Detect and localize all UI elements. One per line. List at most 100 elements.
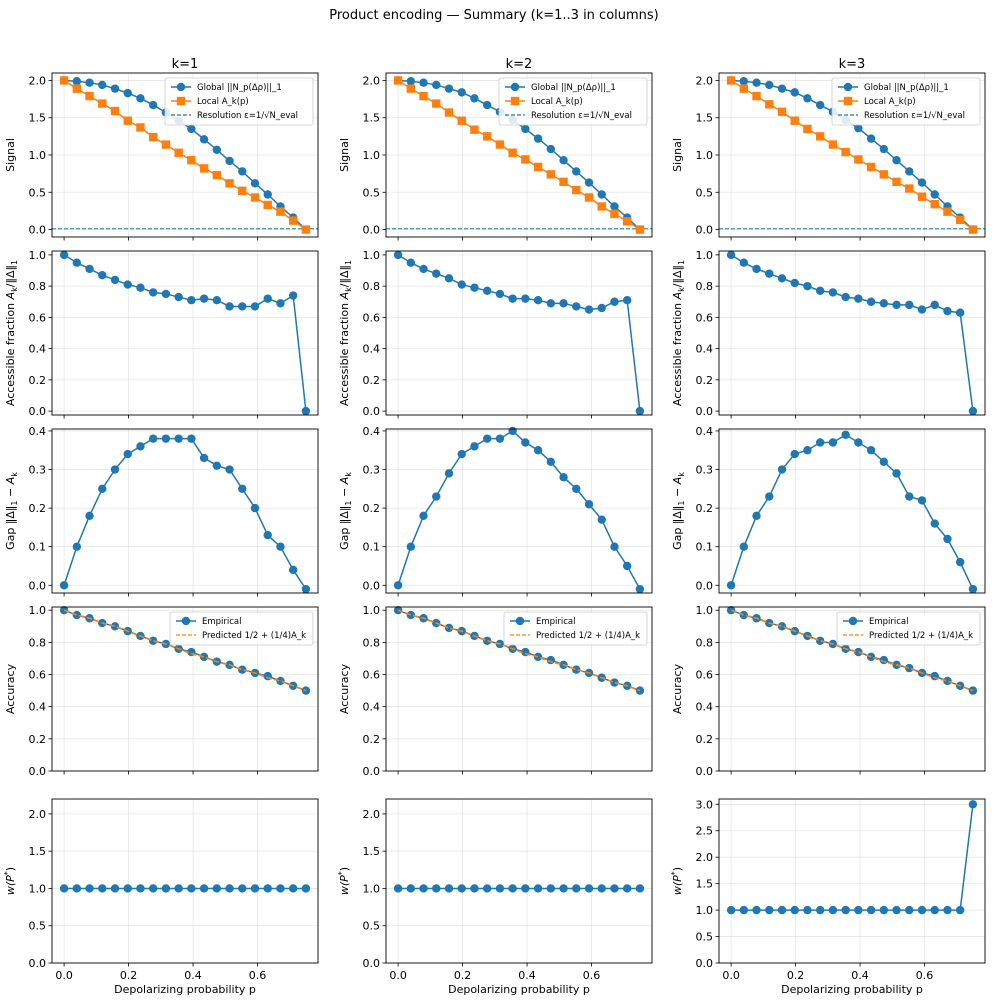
data-point	[917, 496, 927, 505]
data-point	[393, 250, 403, 260]
data-point	[943, 207, 952, 216]
legend: Global ||N_p(Δρ)||_1 Local A_k(p) Resoluti…	[498, 77, 648, 126]
data-point	[470, 442, 479, 451]
y-tick-label: 0.2	[696, 374, 714, 387]
data-point	[212, 145, 222, 154]
data-point	[597, 303, 606, 313]
data-point	[533, 884, 543, 893]
x-tick-label: 0.0	[389, 969, 407, 982]
y-tick-label: 0.4	[29, 701, 47, 714]
data-point	[790, 88, 799, 97]
data-point	[148, 288, 158, 297]
data-point	[815, 100, 825, 110]
data-point	[72, 610, 82, 620]
data-point	[199, 884, 209, 893]
y-tick-label: 1.0	[363, 149, 381, 162]
data-point	[148, 100, 158, 110]
y-tick-label: 2.0	[696, 74, 714, 87]
data-point	[174, 148, 183, 157]
y-axis-label-part: k	[677, 472, 686, 477]
y-axis-label: Signal	[671, 138, 684, 172]
data-point	[955, 905, 965, 915]
data-point	[533, 296, 543, 305]
data-point	[803, 281, 812, 291]
data-point	[174, 884, 183, 893]
data-point	[765, 492, 774, 501]
panel-accuracy-k2: 0.0 0.2 0.4 0.6 0.8 1.0 Accuracy Empirical Predi…	[338, 604, 653, 778]
data-point	[174, 292, 183, 302]
legend-box	[498, 77, 648, 126]
data-point	[161, 884, 171, 893]
y-tick-label: 1.5	[29, 112, 47, 125]
y-tick-label: 1.0	[696, 149, 714, 162]
data-point	[879, 457, 889, 466]
data-point	[943, 676, 952, 686]
column-title-k2: k=2	[506, 57, 533, 72]
data-point	[815, 905, 825, 915]
axes-frame	[51, 250, 319, 416]
data-point	[419, 91, 428, 101]
data-point	[110, 884, 120, 893]
data-point	[276, 676, 285, 686]
axes-frame	[718, 606, 986, 772]
data-point	[930, 300, 939, 310]
data-point	[225, 302, 234, 311]
data-point	[866, 446, 876, 455]
x-tick-label: 0.0	[55, 969, 73, 982]
x-tick-label: 0.2	[787, 969, 805, 982]
data-point	[238, 884, 247, 893]
y-axis-label: Gap ‖Δ‖1 − Ak	[671, 472, 686, 550]
data-point	[508, 426, 517, 436]
data-point	[187, 124, 196, 134]
x-tick-label: 0.2	[454, 969, 472, 982]
data-point	[533, 134, 543, 143]
y-axis-label-part: Gap	[671, 524, 684, 550]
data-point	[765, 905, 774, 915]
y-axis-label: Accessible fraction Ak/‖Δ‖1	[338, 260, 353, 406]
data-point	[622, 884, 632, 893]
y-axis-label: Gap ‖Δ‖1 − Ak	[338, 472, 353, 550]
panel-fraction-k1: 0.0 0.2 0.4 0.6 0.8 1.0 Accessible fraction Ak…	[4, 249, 319, 419]
data-point	[752, 905, 761, 915]
data-point	[406, 610, 416, 620]
data-point	[892, 469, 901, 478]
series-line-1	[730, 433, 974, 590]
y-tick-label: 0.4	[363, 343, 381, 356]
data-point	[482, 286, 492, 296]
legend-label: Local A_k(p)	[197, 97, 249, 107]
x-tick-label: 0.6	[249, 969, 267, 982]
y-tick-label: 0.4	[696, 425, 714, 438]
data-point	[584, 500, 594, 509]
axes-frame	[385, 798, 653, 964]
data-point	[187, 156, 196, 165]
data-point	[288, 565, 298, 575]
y-tick-label: 0.2	[363, 502, 381, 515]
y-axis-label-part: )	[4, 867, 17, 871]
data-point	[419, 884, 428, 893]
data-point	[892, 156, 901, 165]
data-point	[930, 905, 939, 915]
data-point	[828, 140, 838, 149]
x-axis-label-k1: Depolarizing probability p	[114, 983, 256, 996]
data-point	[739, 610, 749, 620]
y-axis-label-part: 1	[344, 260, 353, 265]
legend-label: Resolution ε=1/√N_eval	[531, 111, 632, 121]
data-point	[123, 884, 132, 893]
data-point	[238, 186, 247, 195]
y-axis-label-part: k	[344, 287, 353, 292]
data-point	[238, 665, 247, 674]
data-point	[610, 884, 619, 893]
data-point	[752, 78, 761, 87]
data-point	[879, 144, 889, 154]
data-point	[815, 438, 825, 447]
data-point	[301, 225, 311, 234]
data-point	[136, 442, 145, 451]
predicted-accuracy-overlay	[397, 609, 641, 692]
y-tick-label: 0.2	[696, 733, 714, 746]
data-point	[482, 100, 492, 110]
y-tick-label: 0.5	[363, 186, 381, 199]
data-point	[432, 99, 441, 108]
data-point	[828, 288, 838, 297]
legend: Empirical Predicted 1/2 + (1/4)A_k	[503, 611, 648, 646]
data-point	[495, 289, 505, 299]
